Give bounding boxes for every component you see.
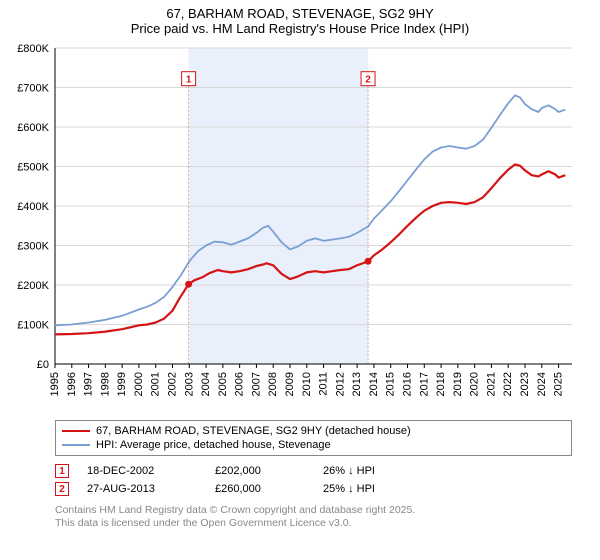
svg-text:2005: 2005 bbox=[217, 372, 229, 396]
svg-text:£600K: £600K bbox=[17, 122, 49, 134]
svg-text:2021: 2021 bbox=[485, 372, 497, 396]
svg-text:£300K: £300K bbox=[17, 241, 49, 253]
svg-text:2017: 2017 bbox=[418, 372, 430, 396]
legend-label: 67, BARHAM ROAD, STEVENAGE, SG2 9HY (det… bbox=[96, 425, 411, 437]
svg-text:2020: 2020 bbox=[469, 372, 481, 396]
svg-text:2013: 2013 bbox=[351, 372, 363, 396]
svg-text:2015: 2015 bbox=[385, 372, 397, 396]
event-marker: 1 bbox=[55, 464, 69, 478]
chart-title-sub: Price paid vs. HM Land Registry's House … bbox=[0, 21, 600, 36]
svg-text:2009: 2009 bbox=[284, 372, 296, 396]
event-row: 1 18-DEC-2002 £202,000 26% ↓ HPI bbox=[55, 462, 572, 480]
chart-area: £0 £100K £200K £300K £400K £500K £600K £700K £80… bbox=[0, 36, 600, 416]
svg-text:1996: 1996 bbox=[66, 372, 78, 396]
svg-text:2006: 2006 bbox=[234, 372, 246, 396]
svg-text:£200K: £200K bbox=[17, 280, 49, 292]
chart-title-main: 67, BARHAM ROAD, STEVENAGE, SG2 9HY bbox=[0, 6, 600, 21]
svg-text:1998: 1998 bbox=[99, 372, 111, 396]
event-date: 27-AUG-2013 bbox=[87, 483, 197, 495]
svg-text:2007: 2007 bbox=[250, 372, 262, 396]
svg-text:2010: 2010 bbox=[301, 372, 313, 396]
svg-text:2003: 2003 bbox=[183, 372, 195, 396]
legend-item: HPI: Average price, detached house, Stev… bbox=[62, 438, 565, 452]
svg-text:2025: 2025 bbox=[553, 372, 565, 396]
svg-text:2024: 2024 bbox=[536, 372, 548, 396]
svg-text:2008: 2008 bbox=[267, 372, 279, 396]
legend-item: 67, BARHAM ROAD, STEVENAGE, SG2 9HY (det… bbox=[62, 424, 565, 438]
svg-text:£100K: £100K bbox=[17, 320, 49, 332]
legend: 67, BARHAM ROAD, STEVENAGE, SG2 9HY (det… bbox=[55, 420, 572, 456]
svg-text:2018: 2018 bbox=[435, 372, 447, 396]
svg-text:2004: 2004 bbox=[200, 372, 212, 396]
svg-text:1995: 1995 bbox=[49, 372, 61, 396]
event-row: 2 27-AUG-2013 £260,000 25% ↓ HPI bbox=[55, 480, 572, 498]
svg-text:2022: 2022 bbox=[502, 372, 514, 396]
event-date: 18-DEC-2002 bbox=[87, 465, 197, 477]
legend-swatch bbox=[62, 444, 90, 446]
footer-line-1: Contains HM Land Registry data © Crown c… bbox=[55, 504, 572, 517]
svg-text:£800K: £800K bbox=[17, 43, 49, 55]
svg-text:2012: 2012 bbox=[334, 372, 346, 396]
svg-text:2001: 2001 bbox=[150, 372, 162, 396]
event-delta: 25% ↓ HPI bbox=[323, 483, 433, 495]
svg-text:£700K: £700K bbox=[17, 83, 49, 95]
svg-text:2011: 2011 bbox=[318, 372, 330, 396]
svg-text:2023: 2023 bbox=[519, 372, 531, 396]
svg-text:1: 1 bbox=[186, 75, 192, 86]
svg-text:2014: 2014 bbox=[368, 372, 380, 396]
svg-text:£400K: £400K bbox=[17, 201, 49, 213]
legend-swatch bbox=[62, 430, 90, 432]
event-delta: 26% ↓ HPI bbox=[323, 465, 433, 477]
event-list: 1 18-DEC-2002 £202,000 26% ↓ HPI 2 27-AUG-201… bbox=[55, 462, 572, 498]
footer-attribution: Contains HM Land Registry data © Crown c… bbox=[55, 504, 572, 530]
svg-text:2016: 2016 bbox=[402, 372, 414, 396]
svg-text:1997: 1997 bbox=[83, 372, 95, 396]
svg-text:£0: £0 bbox=[37, 359, 49, 371]
legend-label: HPI: Average price, detached house, Stev… bbox=[96, 439, 331, 451]
svg-text:1999: 1999 bbox=[116, 372, 128, 396]
svg-text:2: 2 bbox=[365, 75, 371, 86]
event-marker: 2 bbox=[55, 482, 69, 496]
svg-text:2000: 2000 bbox=[133, 372, 145, 396]
svg-text:2019: 2019 bbox=[452, 372, 464, 396]
svg-text:£500K: £500K bbox=[17, 162, 49, 174]
event-price: £202,000 bbox=[215, 465, 305, 477]
footer-line-2: This data is licensed under the Open Gov… bbox=[55, 517, 572, 530]
event-price: £260,000 bbox=[215, 483, 305, 495]
svg-text:2002: 2002 bbox=[167, 372, 179, 396]
